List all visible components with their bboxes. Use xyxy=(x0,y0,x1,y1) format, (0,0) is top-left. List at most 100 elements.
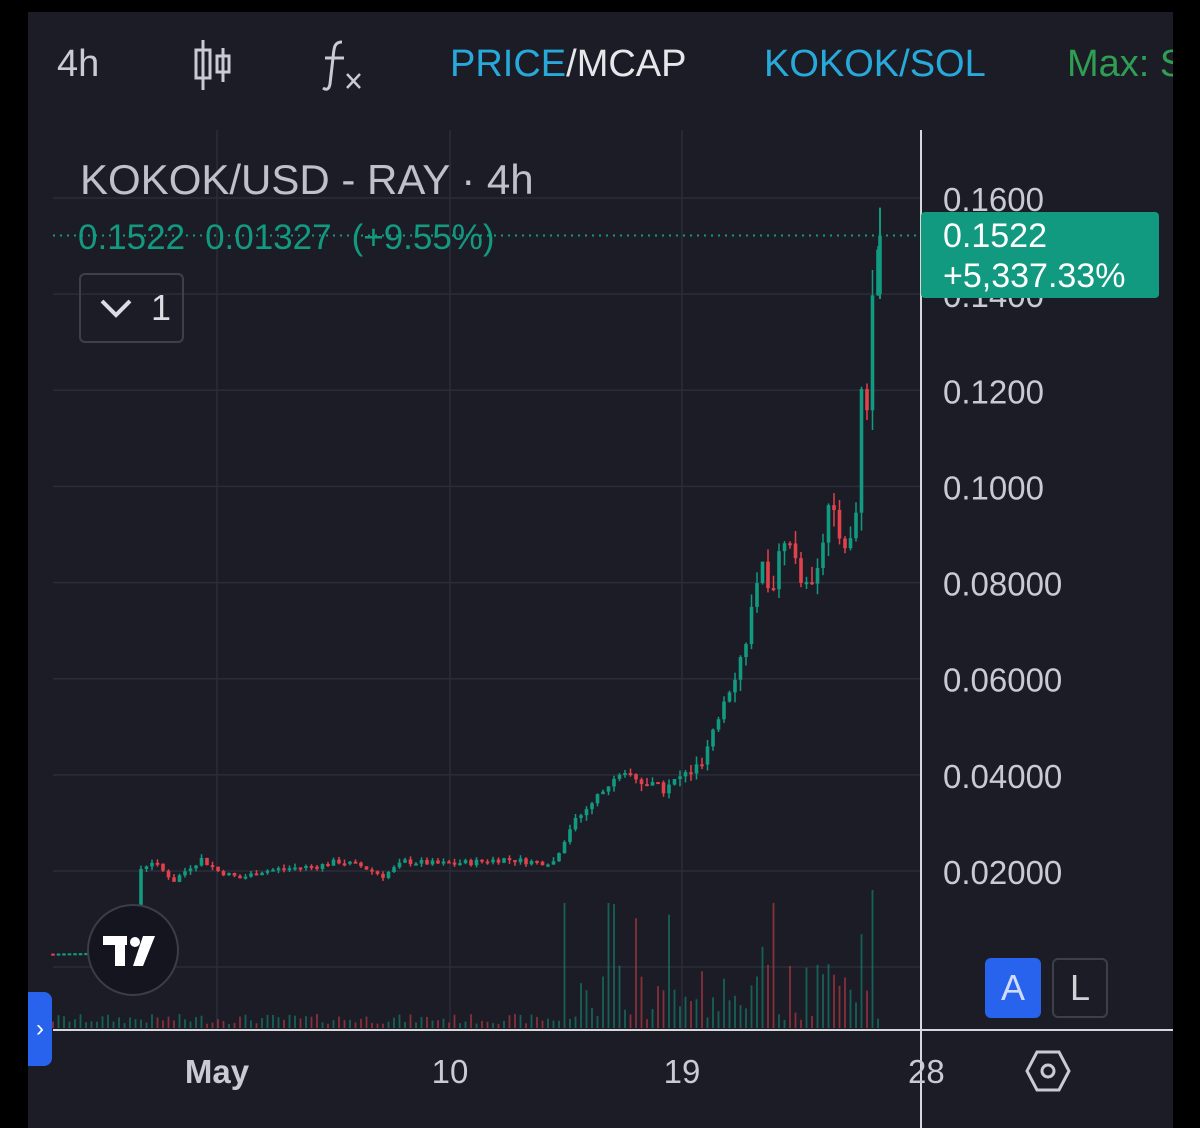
candle-body xyxy=(672,778,677,785)
volume-bar xyxy=(679,1006,681,1028)
candle-body xyxy=(447,861,451,864)
candle-body xyxy=(540,861,545,866)
volume-bar xyxy=(140,1019,142,1028)
chevron-down-icon xyxy=(100,299,132,318)
volume-bar xyxy=(695,999,698,1028)
volume-bar xyxy=(195,1017,197,1028)
candle-body xyxy=(590,803,594,810)
log-scale-button[interactable]: L xyxy=(1052,958,1108,1018)
indicator-collapse-button[interactable]: 1 xyxy=(79,273,184,343)
mcap-option[interactable]: MCAP xyxy=(576,43,687,85)
volume-bar xyxy=(112,1021,115,1028)
volume-bar xyxy=(646,1019,648,1028)
candle-body xyxy=(51,953,55,956)
volume-bar xyxy=(541,1020,544,1028)
volume-bar xyxy=(613,904,615,1028)
candle-body xyxy=(249,873,253,877)
candle-body xyxy=(221,871,226,876)
candle-body xyxy=(513,859,517,863)
volume-bar xyxy=(712,997,714,1028)
pair-selector[interactable]: KOKOK/SOL xyxy=(764,43,986,85)
candle-body xyxy=(755,583,759,607)
settings-hexagon-icon[interactable] xyxy=(1025,1048,1071,1094)
volume-bar xyxy=(52,1021,54,1028)
volume-bar xyxy=(871,890,874,1028)
candle-body xyxy=(694,764,699,774)
volume-bar xyxy=(651,1009,654,1028)
candle-body xyxy=(716,719,721,730)
candle-body xyxy=(188,868,193,872)
price-option[interactable]: PRICE xyxy=(450,43,567,85)
volume-bar xyxy=(74,1019,76,1028)
candle-body xyxy=(870,295,875,411)
y-tick-label: 0.02000 xyxy=(943,854,1062,891)
candle-body xyxy=(810,582,814,585)
volume-bar xyxy=(305,1016,307,1028)
candle-body xyxy=(744,644,748,658)
candle-body xyxy=(375,871,380,874)
volume-bar xyxy=(261,1017,263,1028)
candle-body xyxy=(320,864,325,869)
candle-body xyxy=(194,865,198,869)
candlestick-icon[interactable] xyxy=(193,38,233,92)
volume-bar xyxy=(530,1014,533,1028)
candle-body xyxy=(276,868,281,871)
candle-body xyxy=(62,953,66,956)
volume-bar xyxy=(272,1015,274,1028)
candle-body xyxy=(238,875,242,879)
candle-body xyxy=(639,779,644,785)
function-fx-icon[interactable] xyxy=(320,38,366,92)
candle-body xyxy=(738,657,743,680)
candle-body xyxy=(474,859,479,866)
volume-bar xyxy=(409,1014,412,1028)
volume-bar xyxy=(860,934,863,1028)
volume-bar xyxy=(657,986,659,1028)
volume-bar xyxy=(486,1021,489,1028)
volume-bar xyxy=(563,903,566,1028)
volume-bar xyxy=(849,989,852,1028)
volume-bar xyxy=(877,1018,879,1028)
volume-bar xyxy=(591,1007,593,1028)
volume-bar xyxy=(514,1014,516,1028)
candle-body xyxy=(507,858,512,861)
volume-bar xyxy=(767,964,769,1028)
volume-bar xyxy=(508,1015,511,1028)
auto-scale-button[interactable]: A xyxy=(985,958,1041,1018)
y-tick-label: 0.1200 xyxy=(943,373,1044,410)
volume-bar xyxy=(640,976,643,1028)
toggle-separator: / xyxy=(566,43,577,85)
range-max-selector[interactable]: Max: S xyxy=(1067,43,1173,85)
candle-body xyxy=(403,859,407,863)
candle-body xyxy=(837,510,842,539)
tradingview-logo[interactable] xyxy=(87,904,179,996)
candle-body xyxy=(469,860,473,866)
volume-bar xyxy=(475,1023,478,1028)
candle-body xyxy=(392,867,396,872)
y-tick-label: 0.08000 xyxy=(943,566,1062,603)
candle-body xyxy=(370,869,374,872)
interval-selector[interactable]: 4h xyxy=(57,43,100,85)
candle-body xyxy=(150,862,154,867)
candle-body xyxy=(562,841,567,854)
price-mcap-toggle[interactable]: PRICE/MCAP xyxy=(450,40,687,88)
volume-bar xyxy=(431,1020,434,1028)
volume-bar xyxy=(167,1016,170,1028)
y-tick-label: 0.06000 xyxy=(943,662,1062,699)
candle-body xyxy=(243,876,248,879)
volume-bar xyxy=(244,1014,247,1028)
volume-bar xyxy=(206,1023,208,1028)
volume-bar xyxy=(580,983,582,1028)
candle-body xyxy=(557,853,561,862)
volume-bar xyxy=(624,1009,626,1028)
volume-bar xyxy=(228,1023,230,1028)
candle-body xyxy=(727,692,732,702)
candle-body xyxy=(265,870,270,873)
candle-body xyxy=(161,863,165,871)
candle-body xyxy=(408,859,413,865)
volume-bar xyxy=(569,1018,571,1028)
candle-body xyxy=(854,512,858,539)
scroll-to-realtime-button[interactable]: › xyxy=(28,992,52,1066)
candle-body xyxy=(782,543,787,552)
price-chart[interactable]: 0.16000.14000.12000.10000.080000.060000.… xyxy=(28,12,1173,1128)
volume-bar xyxy=(503,1020,505,1028)
